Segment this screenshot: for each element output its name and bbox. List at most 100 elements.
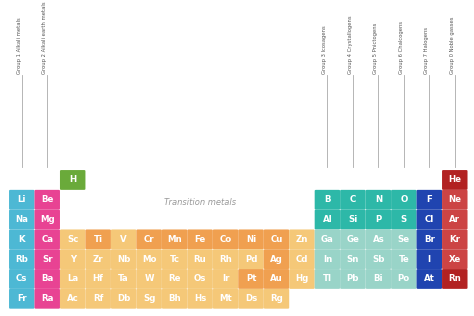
- FancyBboxPatch shape: [365, 249, 391, 269]
- Text: Group 6 Chalcogens: Group 6 Chalcogens: [399, 21, 404, 74]
- FancyBboxPatch shape: [213, 229, 238, 249]
- FancyBboxPatch shape: [137, 249, 162, 269]
- FancyBboxPatch shape: [187, 229, 213, 249]
- FancyBboxPatch shape: [35, 269, 60, 289]
- Text: Li: Li: [18, 195, 26, 204]
- Text: Mg: Mg: [40, 215, 55, 224]
- FancyBboxPatch shape: [417, 210, 442, 229]
- FancyBboxPatch shape: [442, 229, 467, 249]
- Text: Rn: Rn: [448, 275, 461, 283]
- FancyBboxPatch shape: [391, 190, 417, 210]
- FancyBboxPatch shape: [417, 229, 442, 249]
- Text: Te: Te: [399, 255, 409, 264]
- FancyBboxPatch shape: [137, 269, 162, 289]
- Text: S: S: [401, 215, 407, 224]
- Text: As: As: [373, 235, 384, 244]
- Text: Os: Os: [194, 275, 206, 283]
- FancyBboxPatch shape: [289, 249, 315, 269]
- Text: Rb: Rb: [15, 255, 28, 264]
- Text: Ru: Ru: [194, 255, 207, 264]
- Text: N: N: [375, 195, 382, 204]
- FancyBboxPatch shape: [417, 269, 442, 289]
- Text: Pb: Pb: [346, 275, 359, 283]
- Text: Ba: Ba: [41, 275, 54, 283]
- Text: Group 0 Noble gasses: Group 0 Noble gasses: [450, 16, 455, 74]
- FancyBboxPatch shape: [85, 269, 111, 289]
- Text: Tl: Tl: [323, 275, 332, 283]
- Text: Pd: Pd: [245, 255, 257, 264]
- Text: Zr: Zr: [93, 255, 103, 264]
- FancyBboxPatch shape: [238, 269, 264, 289]
- Text: Ir: Ir: [222, 275, 229, 283]
- FancyBboxPatch shape: [442, 190, 467, 210]
- FancyBboxPatch shape: [9, 190, 35, 210]
- FancyBboxPatch shape: [417, 190, 442, 210]
- Text: Ne: Ne: [448, 195, 461, 204]
- FancyBboxPatch shape: [187, 249, 213, 269]
- Text: Group 3 Icosagens: Group 3 Icosagens: [322, 25, 328, 74]
- FancyBboxPatch shape: [238, 249, 264, 269]
- FancyBboxPatch shape: [340, 229, 365, 249]
- FancyBboxPatch shape: [9, 210, 35, 229]
- FancyBboxPatch shape: [391, 249, 417, 269]
- Text: Hf: Hf: [93, 275, 104, 283]
- FancyBboxPatch shape: [442, 210, 467, 229]
- Text: In: In: [323, 255, 332, 264]
- Text: K: K: [18, 235, 25, 244]
- Text: F: F: [427, 195, 432, 204]
- FancyBboxPatch shape: [35, 210, 60, 229]
- FancyBboxPatch shape: [289, 229, 315, 249]
- Text: O: O: [400, 195, 408, 204]
- Text: Rg: Rg: [270, 294, 283, 303]
- FancyBboxPatch shape: [264, 269, 289, 289]
- FancyBboxPatch shape: [35, 249, 60, 269]
- Text: Fr: Fr: [17, 294, 27, 303]
- FancyBboxPatch shape: [315, 269, 340, 289]
- Text: Cr: Cr: [144, 235, 155, 244]
- Text: Ac: Ac: [67, 294, 79, 303]
- FancyBboxPatch shape: [111, 269, 137, 289]
- Text: Ga: Ga: [321, 235, 334, 244]
- Text: Ni: Ni: [246, 235, 256, 244]
- Text: Br: Br: [424, 235, 435, 244]
- FancyBboxPatch shape: [213, 249, 238, 269]
- FancyBboxPatch shape: [60, 269, 85, 289]
- FancyBboxPatch shape: [187, 269, 213, 289]
- FancyBboxPatch shape: [137, 289, 162, 309]
- FancyBboxPatch shape: [289, 269, 315, 289]
- FancyBboxPatch shape: [365, 210, 391, 229]
- FancyBboxPatch shape: [111, 289, 137, 309]
- Text: Re: Re: [168, 275, 181, 283]
- Text: Fe: Fe: [194, 235, 206, 244]
- FancyBboxPatch shape: [340, 249, 365, 269]
- FancyBboxPatch shape: [391, 210, 417, 229]
- FancyBboxPatch shape: [9, 249, 35, 269]
- FancyBboxPatch shape: [315, 229, 340, 249]
- FancyBboxPatch shape: [85, 229, 111, 249]
- FancyBboxPatch shape: [111, 249, 137, 269]
- Text: Xe: Xe: [449, 255, 461, 264]
- Text: Au: Au: [270, 275, 283, 283]
- Text: Sr: Sr: [42, 255, 53, 264]
- FancyBboxPatch shape: [35, 289, 60, 309]
- Text: Cu: Cu: [270, 235, 283, 244]
- Text: Bh: Bh: [168, 294, 181, 303]
- Text: Ca: Ca: [41, 235, 53, 244]
- FancyBboxPatch shape: [85, 249, 111, 269]
- Text: Ra: Ra: [41, 294, 54, 303]
- FancyBboxPatch shape: [35, 190, 60, 210]
- Text: Ag: Ag: [270, 255, 283, 264]
- Text: W: W: [145, 275, 154, 283]
- Text: Group 4 Crystallogens: Group 4 Crystallogens: [348, 15, 353, 74]
- FancyBboxPatch shape: [365, 269, 391, 289]
- Text: Co: Co: [219, 235, 232, 244]
- Text: Ar: Ar: [449, 215, 460, 224]
- Text: At: At: [424, 275, 435, 283]
- Text: V: V: [120, 235, 127, 244]
- Text: P: P: [375, 215, 382, 224]
- FancyBboxPatch shape: [9, 269, 35, 289]
- Text: Transition metals: Transition metals: [164, 198, 236, 207]
- Text: Sg: Sg: [143, 294, 155, 303]
- FancyBboxPatch shape: [162, 289, 187, 309]
- Text: H: H: [69, 175, 76, 185]
